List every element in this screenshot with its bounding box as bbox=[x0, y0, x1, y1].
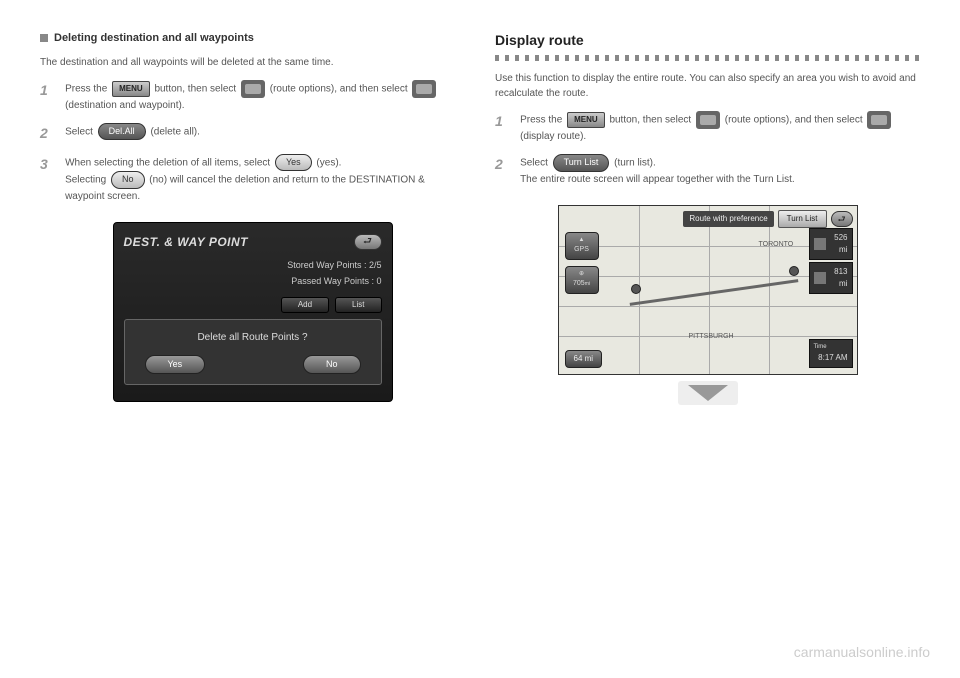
row-buttons: Add List bbox=[124, 297, 382, 313]
back-icon[interactable]: ⮐ bbox=[831, 211, 853, 227]
route-line bbox=[629, 279, 798, 306]
t: Select bbox=[520, 157, 548, 168]
step-number: 1 bbox=[495, 111, 509, 132]
route-options-icon[interactable] bbox=[241, 80, 265, 98]
time-caption: Time bbox=[814, 343, 848, 352]
gps-pod[interactable]: ▲ GPS bbox=[565, 232, 599, 260]
map-route-screenshot: TORONTO PITTSBURGH Route with preference… bbox=[558, 205, 858, 375]
subheading-text: Deleting destination and all waypoints bbox=[54, 32, 254, 44]
hwy-icon bbox=[814, 238, 826, 250]
left-subheading: Deleting destination and all waypoints bbox=[40, 30, 465, 47]
delete-all-button[interactable]: Del.All bbox=[98, 123, 146, 141]
yes-button[interactable]: Yes bbox=[275, 154, 312, 172]
turn-list-button[interactable]: Turn List bbox=[778, 210, 827, 228]
right-title: Display route bbox=[495, 30, 920, 51]
map-left-pods: ▲ GPS ⊕ 705mi bbox=[565, 232, 599, 294]
panel-distance-1: 526 mi bbox=[809, 228, 853, 260]
menu-button[interactable]: MENU bbox=[112, 81, 150, 97]
step-number: 2 bbox=[495, 154, 509, 175]
dialog-no-button[interactable]: No bbox=[303, 355, 361, 375]
route-pref-label: Route with preference bbox=[683, 211, 773, 227]
distance-pod[interactable]: ⊕ 705mi bbox=[565, 266, 599, 294]
panel-distance-2: 813 mi bbox=[809, 262, 853, 294]
t: Select bbox=[65, 126, 93, 137]
title-underline bbox=[495, 55, 920, 61]
t: (yes). bbox=[316, 157, 341, 168]
scale-label[interactable]: 64 mi bbox=[565, 350, 603, 368]
km-label: 705 bbox=[573, 280, 585, 287]
t: (route options), and then select bbox=[270, 83, 408, 94]
city-label: TORONTO bbox=[759, 240, 794, 251]
passed-waypoints-label: Passed Way Points : 0 bbox=[124, 275, 382, 289]
dest-waypoint-screenshot: DEST. & WAY POINT ⮐ Stored Way Points : … bbox=[113, 222, 393, 402]
t: (destination and waypoint). bbox=[65, 100, 185, 111]
step-text: Select Del.All (delete all). bbox=[65, 123, 460, 141]
confirm-dialog: Delete all Route Points ? Yes No bbox=[124, 319, 382, 386]
screen-title: DEST. & WAY POINT bbox=[124, 233, 249, 251]
right-intro: Use this function to display the entire … bbox=[495, 71, 920, 101]
t: button, then select bbox=[154, 83, 236, 94]
right-column: Display route Use this function to displ… bbox=[495, 30, 920, 405]
t: When selecting the deletion of all items… bbox=[65, 157, 270, 168]
menu-button[interactable]: MENU bbox=[567, 112, 605, 128]
step-number: 3 bbox=[40, 154, 54, 175]
time-value: 8:17 AM bbox=[814, 352, 848, 364]
dest-waypoint-icon[interactable] bbox=[412, 80, 436, 98]
arrow-down-icon bbox=[688, 385, 728, 401]
map-right-panel: 526 mi 813 mi bbox=[809, 228, 853, 294]
map-top-bar: Route with preference Turn List ⮐ bbox=[683, 210, 852, 228]
arrow-container bbox=[678, 381, 738, 405]
flag-icon bbox=[814, 272, 826, 284]
right-step-1: 1 Press the MENU button, then select (ro… bbox=[495, 111, 920, 144]
dialog-buttons: Yes No bbox=[135, 355, 371, 375]
square-bullet-icon bbox=[40, 34, 48, 42]
t: Press the bbox=[520, 115, 562, 126]
route-options-icon[interactable] bbox=[696, 111, 720, 129]
stored-waypoints-label: Stored Way Points : 2/5 bbox=[124, 259, 382, 273]
left-intro: The destination and all waypoints will b… bbox=[40, 55, 465, 70]
step-text: Press the MENU button, then select (rout… bbox=[65, 80, 460, 113]
dialog-yes-button[interactable]: Yes bbox=[145, 355, 206, 375]
map-road bbox=[559, 306, 857, 307]
t: Selecting bbox=[65, 174, 106, 185]
step-text: Press the MENU button, then select (rout… bbox=[520, 111, 915, 144]
t: The entire route screen will appear toge… bbox=[520, 174, 795, 185]
dist-label: 813 mi bbox=[829, 266, 848, 290]
t: (display route). bbox=[520, 131, 586, 142]
display-route-icon[interactable] bbox=[867, 111, 891, 129]
step-text: Select Turn List (turn list). The entire… bbox=[520, 154, 915, 187]
step-text: When selecting the deletion of all items… bbox=[65, 154, 460, 204]
left-step-3: 3 When selecting the deletion of all ite… bbox=[40, 154, 465, 204]
t: button, then select bbox=[609, 115, 691, 126]
t: (delete all). bbox=[150, 126, 199, 137]
city-label: PITTSBURGH bbox=[689, 332, 734, 343]
dist-label: 526 mi bbox=[829, 232, 848, 256]
left-column: Deleting destination and all waypoints T… bbox=[40, 30, 465, 405]
t: Press the bbox=[65, 83, 107, 94]
left-step-2: 2 Select Del.All (delete all). bbox=[40, 123, 465, 144]
right-step-2: 2 Select Turn List (turn list). The enti… bbox=[495, 154, 920, 187]
map-road bbox=[709, 206, 710, 374]
t: (turn list). bbox=[614, 157, 656, 168]
list-button[interactable]: List bbox=[335, 297, 381, 313]
step-number: 2 bbox=[40, 123, 54, 144]
no-button[interactable]: No bbox=[111, 171, 145, 189]
dialog-text: Delete all Route Points ? bbox=[135, 330, 371, 345]
watermark-text: carmanualsonline.info bbox=[794, 644, 930, 660]
t: (route options), and then select bbox=[725, 115, 863, 126]
left-step-1: 1 Press the MENU button, then select (ro… bbox=[40, 80, 465, 113]
gps-label: GPS bbox=[574, 245, 589, 256]
back-icon[interactable]: ⮐ bbox=[354, 234, 382, 250]
step-number: 1 bbox=[40, 80, 54, 101]
add-button[interactable]: Add bbox=[281, 297, 329, 313]
map-road bbox=[769, 206, 770, 374]
title-bar: DEST. & WAY POINT ⮐ bbox=[124, 233, 382, 251]
route-pin-end bbox=[789, 266, 799, 276]
route-pin-start bbox=[631, 284, 641, 294]
turn-list-button[interactable]: Turn List bbox=[553, 154, 610, 172]
time-panel: Time 8:17 AM bbox=[809, 339, 853, 368]
